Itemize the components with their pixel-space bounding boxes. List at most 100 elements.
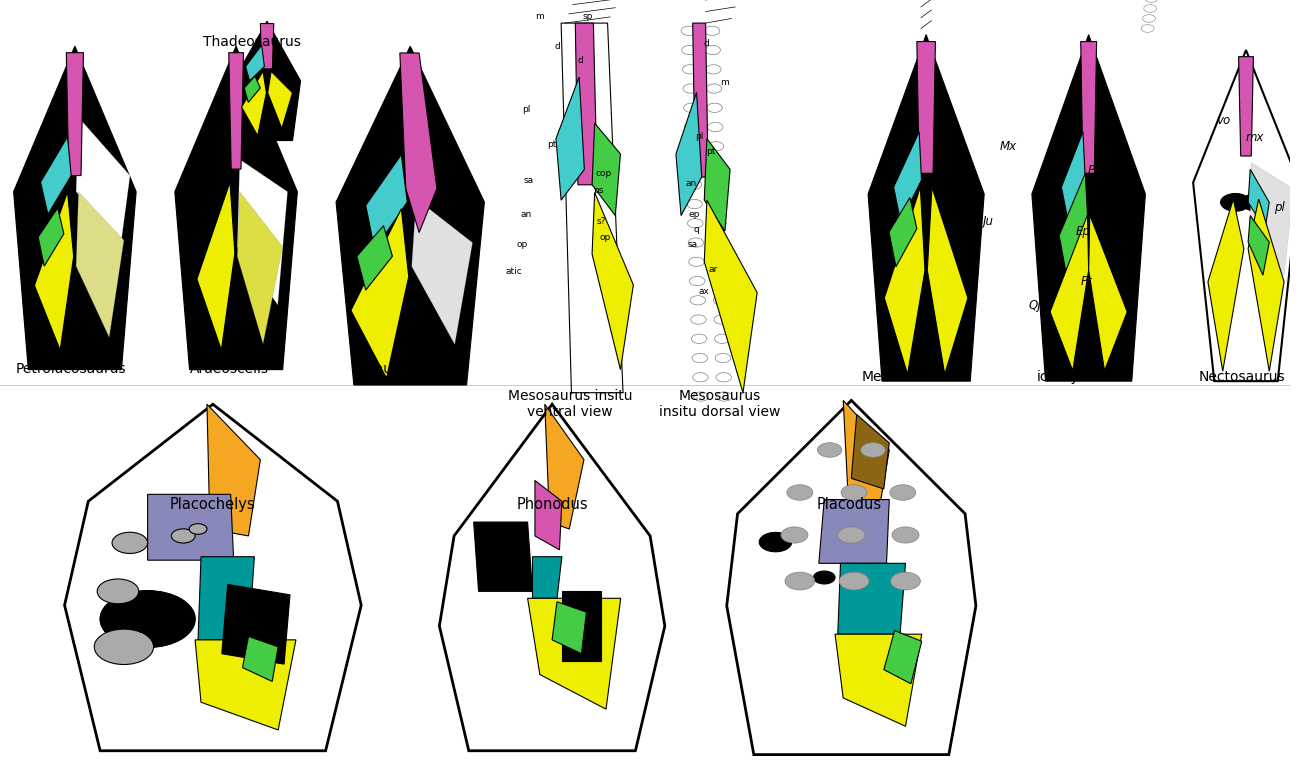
Text: Araeoscelis: Araeoscelis [191, 362, 270, 376]
Polygon shape [562, 591, 601, 661]
Text: pl: pl [522, 105, 530, 114]
Polygon shape [197, 182, 235, 350]
Text: atic: atic [505, 266, 522, 276]
Circle shape [706, 103, 722, 112]
Text: Mesosaurus insitu
ventral view: Mesosaurus insitu ventral view [508, 389, 632, 419]
Polygon shape [66, 52, 83, 176]
Circle shape [683, 84, 699, 93]
Polygon shape [592, 123, 621, 216]
Polygon shape [356, 226, 393, 290]
Circle shape [97, 579, 139, 604]
Polygon shape [592, 192, 634, 370]
Polygon shape [916, 42, 936, 173]
Polygon shape [237, 159, 288, 305]
Circle shape [687, 180, 701, 189]
Text: d: d [578, 55, 583, 65]
Circle shape [189, 524, 207, 534]
Circle shape [684, 122, 700, 132]
Circle shape [1143, 15, 1156, 22]
Polygon shape [148, 494, 233, 561]
Circle shape [693, 392, 709, 401]
Text: pt: pt [706, 147, 715, 156]
Text: ep: ep [688, 209, 700, 219]
Polygon shape [237, 192, 283, 343]
Text: s?: s? [596, 217, 605, 226]
Text: Ep: Ep [1076, 225, 1091, 237]
Text: m: m [721, 78, 730, 87]
Text: pl: pl [1274, 202, 1286, 214]
Text: op: op [599, 233, 610, 242]
Circle shape [171, 529, 196, 543]
Circle shape [706, 84, 722, 93]
Circle shape [682, 26, 696, 35]
Text: mx: mx [1245, 131, 1265, 143]
Text: Placodus: Placodus [816, 497, 881, 511]
Polygon shape [268, 72, 293, 129]
Circle shape [1221, 193, 1251, 211]
Circle shape [713, 296, 728, 305]
Polygon shape [229, 127, 238, 159]
Polygon shape [1248, 199, 1284, 371]
Polygon shape [1248, 216, 1269, 275]
Circle shape [759, 532, 792, 552]
Text: pt: pt [547, 140, 557, 149]
Text: ichthyosaur: ichthyosaur [1037, 370, 1117, 383]
Text: Claudiosaurus: Claudiosaurus [362, 362, 459, 376]
Polygon shape [835, 634, 921, 726]
Text: d: d [555, 42, 560, 51]
Circle shape [687, 219, 702, 228]
Polygon shape [222, 584, 290, 664]
Polygon shape [1061, 132, 1085, 222]
Polygon shape [727, 400, 976, 755]
Circle shape [890, 572, 920, 590]
Text: Petrolacosaurus: Petrolacosaurus [16, 362, 126, 376]
Polygon shape [533, 557, 562, 598]
Text: Pt: Pt [1081, 275, 1093, 287]
Polygon shape [351, 209, 408, 378]
Circle shape [100, 591, 196, 648]
Polygon shape [844, 400, 889, 514]
Polygon shape [1248, 169, 1269, 229]
Polygon shape [884, 187, 925, 374]
Circle shape [890, 485, 916, 501]
Polygon shape [1050, 215, 1089, 371]
Circle shape [682, 45, 697, 55]
Polygon shape [473, 522, 533, 591]
Text: Pl: Pl [1087, 165, 1098, 177]
Circle shape [714, 315, 730, 324]
Circle shape [688, 238, 704, 247]
Polygon shape [928, 187, 968, 374]
Text: Qj: Qj [1028, 300, 1041, 312]
Circle shape [100, 591, 196, 648]
Circle shape [818, 443, 842, 457]
Polygon shape [76, 117, 130, 240]
Polygon shape [851, 414, 889, 489]
Polygon shape [260, 24, 273, 69]
Circle shape [714, 334, 730, 343]
Circle shape [686, 142, 700, 151]
Circle shape [683, 65, 697, 74]
Circle shape [686, 161, 701, 170]
Polygon shape [1208, 199, 1244, 371]
Polygon shape [544, 404, 584, 529]
Polygon shape [1059, 173, 1087, 284]
Circle shape [691, 315, 706, 324]
Polygon shape [439, 404, 665, 751]
Polygon shape [1239, 57, 1253, 156]
Text: ax: ax [699, 286, 710, 296]
Text: Mesosaurus
insitu dorsal view: Mesosaurus insitu dorsal view [660, 389, 780, 419]
Polygon shape [527, 598, 621, 709]
Text: ar: ar [709, 265, 718, 274]
Polygon shape [35, 192, 74, 350]
Text: vo: vo [1217, 115, 1231, 127]
Text: Ju: Ju [982, 216, 994, 228]
Circle shape [712, 257, 727, 266]
Polygon shape [241, 72, 267, 136]
Text: op: op [517, 240, 527, 249]
Polygon shape [889, 198, 916, 267]
Polygon shape [1032, 35, 1146, 381]
Text: pl: pl [695, 132, 704, 141]
Circle shape [1142, 25, 1155, 32]
Polygon shape [535, 480, 562, 550]
Circle shape [689, 276, 705, 286]
